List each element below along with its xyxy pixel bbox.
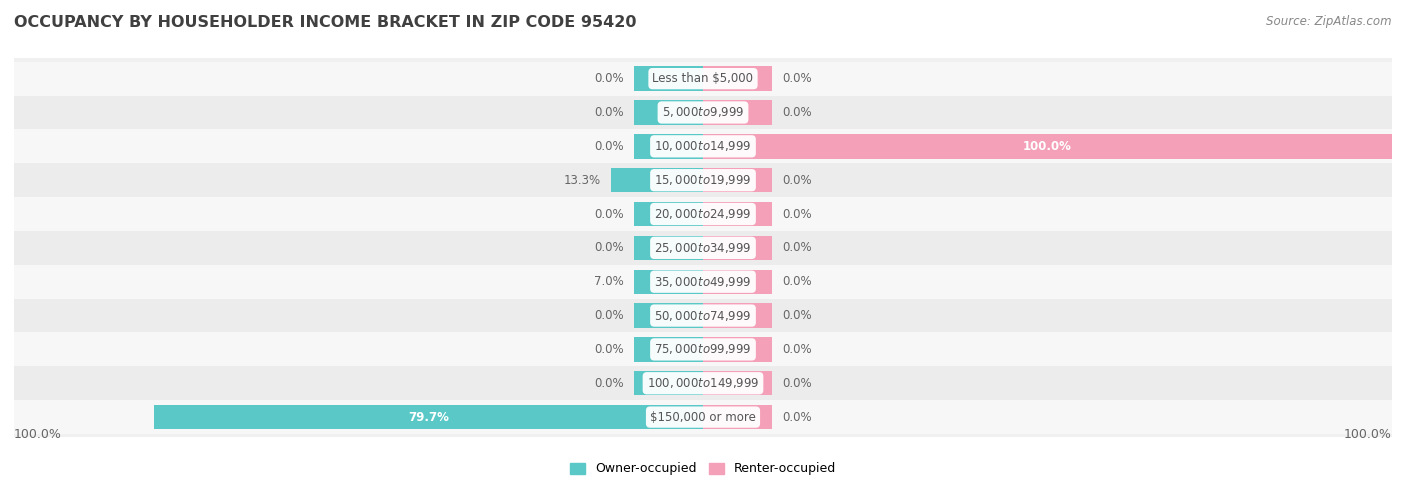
Text: 0.0%: 0.0% — [782, 411, 811, 424]
Bar — [703, 405, 772, 429]
Bar — [634, 371, 703, 396]
Bar — [703, 67, 772, 91]
Text: 0.0%: 0.0% — [595, 208, 624, 221]
Text: 0.0%: 0.0% — [595, 309, 624, 322]
Bar — [703, 371, 772, 396]
Bar — [703, 168, 772, 192]
Text: $5,000 to $9,999: $5,000 to $9,999 — [662, 105, 744, 120]
Bar — [703, 202, 772, 226]
Text: 0.0%: 0.0% — [782, 174, 811, 187]
Bar — [634, 202, 703, 226]
Bar — [703, 303, 772, 328]
Text: $100,000 to $149,999: $100,000 to $149,999 — [647, 376, 759, 390]
Bar — [14, 62, 1392, 96]
Bar — [634, 67, 703, 91]
Bar — [634, 337, 703, 362]
Text: 0.0%: 0.0% — [782, 72, 811, 85]
Text: OCCUPANCY BY HOUSEHOLDER INCOME BRACKET IN ZIP CODE 95420: OCCUPANCY BY HOUSEHOLDER INCOME BRACKET … — [14, 15, 637, 30]
Bar — [14, 265, 1392, 298]
Text: 7.0%: 7.0% — [593, 275, 624, 288]
Text: Source: ZipAtlas.com: Source: ZipAtlas.com — [1267, 15, 1392, 28]
Bar — [703, 100, 772, 124]
Bar — [634, 303, 703, 328]
Text: $10,000 to $14,999: $10,000 to $14,999 — [654, 139, 752, 153]
Bar — [14, 129, 1392, 163]
Text: 100.0%: 100.0% — [1344, 428, 1392, 441]
Text: 79.7%: 79.7% — [408, 411, 449, 424]
Text: 0.0%: 0.0% — [782, 343, 811, 356]
Bar — [14, 96, 1392, 129]
Bar — [14, 366, 1392, 400]
Bar — [14, 332, 1392, 366]
Bar — [703, 337, 772, 362]
Text: 13.3%: 13.3% — [564, 174, 600, 187]
Text: $20,000 to $24,999: $20,000 to $24,999 — [654, 207, 752, 221]
Bar — [14, 400, 1392, 434]
Bar — [634, 134, 703, 158]
Text: $50,000 to $74,999: $50,000 to $74,999 — [654, 309, 752, 323]
Bar — [14, 163, 1392, 197]
Text: $35,000 to $49,999: $35,000 to $49,999 — [654, 275, 752, 289]
Text: $75,000 to $99,999: $75,000 to $99,999 — [654, 343, 752, 356]
Text: 0.0%: 0.0% — [782, 275, 811, 288]
Bar — [634, 100, 703, 124]
Legend: Owner-occupied, Renter-occupied: Owner-occupied, Renter-occupied — [565, 457, 841, 481]
Text: $15,000 to $19,999: $15,000 to $19,999 — [654, 173, 752, 187]
Text: $25,000 to $34,999: $25,000 to $34,999 — [654, 241, 752, 255]
Bar — [703, 236, 772, 260]
Text: 100.0%: 100.0% — [1024, 140, 1071, 153]
Text: 0.0%: 0.0% — [782, 106, 811, 119]
Text: 0.0%: 0.0% — [595, 377, 624, 390]
Bar — [14, 231, 1392, 265]
Text: 0.0%: 0.0% — [782, 377, 811, 390]
Bar — [634, 270, 703, 294]
Text: 100.0%: 100.0% — [14, 428, 62, 441]
Bar — [703, 134, 1392, 158]
Text: 0.0%: 0.0% — [782, 309, 811, 322]
Text: 0.0%: 0.0% — [595, 343, 624, 356]
Bar — [14, 197, 1392, 231]
Text: 0.0%: 0.0% — [595, 106, 624, 119]
Text: Less than $5,000: Less than $5,000 — [652, 72, 754, 85]
Text: 0.0%: 0.0% — [782, 208, 811, 221]
Text: 0.0%: 0.0% — [595, 242, 624, 254]
Bar — [634, 236, 703, 260]
Text: 0.0%: 0.0% — [595, 140, 624, 153]
Bar — [153, 405, 703, 429]
Text: 0.0%: 0.0% — [595, 72, 624, 85]
Bar — [612, 168, 703, 192]
Text: 0.0%: 0.0% — [782, 242, 811, 254]
Bar — [14, 298, 1392, 332]
Bar — [703, 270, 772, 294]
Text: $150,000 or more: $150,000 or more — [650, 411, 756, 424]
